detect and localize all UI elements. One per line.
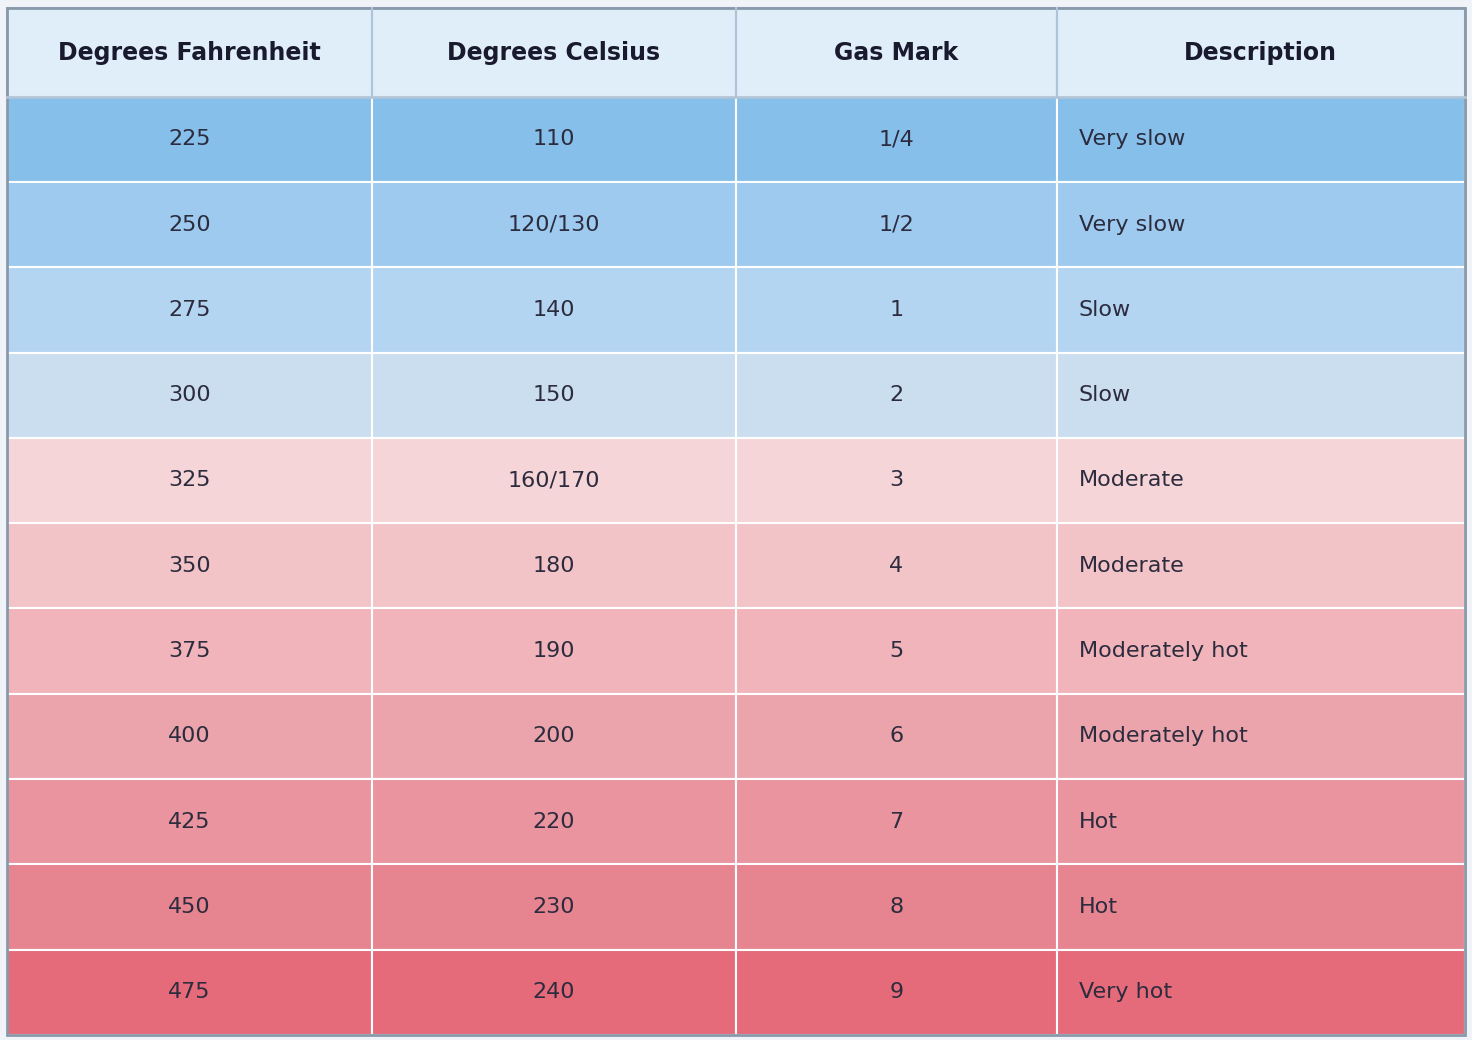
- Bar: [7, 864, 371, 950]
- Text: 1/2: 1/2: [879, 214, 914, 235]
- Bar: [736, 182, 1057, 267]
- Text: 200: 200: [533, 726, 576, 747]
- Text: 325: 325: [168, 470, 210, 491]
- Text: Degrees Celsius: Degrees Celsius: [447, 41, 661, 64]
- Text: 475: 475: [168, 982, 210, 1003]
- Bar: [371, 523, 736, 608]
- Text: 3: 3: [889, 470, 904, 491]
- Bar: [371, 608, 736, 694]
- Bar: [736, 694, 1057, 779]
- Bar: [1057, 353, 1465, 438]
- Bar: [1057, 267, 1465, 353]
- Text: Description: Description: [1183, 41, 1337, 64]
- Bar: [1057, 438, 1465, 523]
- Bar: [736, 779, 1057, 864]
- Bar: [736, 864, 1057, 950]
- Text: Moderately hot: Moderately hot: [1079, 641, 1247, 661]
- Text: Moderate: Moderate: [1079, 555, 1185, 576]
- Bar: [736, 97, 1057, 182]
- Text: 5: 5: [889, 641, 904, 661]
- Text: 250: 250: [168, 214, 210, 235]
- Text: 275: 275: [168, 300, 210, 320]
- Text: 350: 350: [168, 555, 210, 576]
- Text: 2: 2: [889, 385, 904, 406]
- Text: 110: 110: [533, 129, 576, 150]
- Text: 225: 225: [168, 129, 210, 150]
- Text: Degrees Fahrenheit: Degrees Fahrenheit: [59, 41, 321, 64]
- Text: 375: 375: [168, 641, 210, 661]
- Bar: [1057, 694, 1465, 779]
- Bar: [7, 97, 371, 182]
- Bar: [371, 8, 736, 97]
- Bar: [736, 8, 1057, 97]
- Bar: [7, 694, 371, 779]
- Text: Moderate: Moderate: [1079, 470, 1185, 491]
- Text: 4: 4: [889, 555, 904, 576]
- Bar: [7, 267, 371, 353]
- Bar: [371, 438, 736, 523]
- Bar: [7, 779, 371, 864]
- Bar: [1057, 523, 1465, 608]
- Bar: [7, 950, 371, 1035]
- Bar: [371, 864, 736, 950]
- Text: 190: 190: [533, 641, 576, 661]
- Bar: [736, 523, 1057, 608]
- Text: Gas Mark: Gas Mark: [835, 41, 958, 64]
- Bar: [1057, 608, 1465, 694]
- Bar: [7, 438, 371, 523]
- Bar: [371, 182, 736, 267]
- Bar: [371, 97, 736, 182]
- Text: Hot: Hot: [1079, 811, 1117, 832]
- Text: 120/130: 120/130: [508, 214, 601, 235]
- Text: Moderately hot: Moderately hot: [1079, 726, 1247, 747]
- Bar: [7, 523, 371, 608]
- Text: 425: 425: [168, 811, 210, 832]
- Text: 150: 150: [533, 385, 576, 406]
- Text: Very slow: Very slow: [1079, 214, 1185, 235]
- Bar: [1057, 8, 1465, 97]
- Bar: [7, 608, 371, 694]
- Text: 300: 300: [168, 385, 210, 406]
- Text: Slow: Slow: [1079, 300, 1130, 320]
- Bar: [371, 353, 736, 438]
- Text: 6: 6: [889, 726, 904, 747]
- Bar: [7, 182, 371, 267]
- Bar: [1057, 182, 1465, 267]
- Text: 240: 240: [533, 982, 576, 1003]
- Text: 220: 220: [533, 811, 576, 832]
- Text: 1/4: 1/4: [879, 129, 914, 150]
- Bar: [736, 608, 1057, 694]
- Text: 450: 450: [168, 896, 210, 917]
- Text: 7: 7: [889, 811, 904, 832]
- Bar: [736, 438, 1057, 523]
- Text: 1: 1: [889, 300, 904, 320]
- Text: 140: 140: [533, 300, 576, 320]
- Text: Hot: Hot: [1079, 896, 1117, 917]
- Bar: [7, 8, 371, 97]
- Text: 180: 180: [533, 555, 576, 576]
- Bar: [1057, 779, 1465, 864]
- Bar: [371, 694, 736, 779]
- Text: Very hot: Very hot: [1079, 982, 1172, 1003]
- Bar: [371, 779, 736, 864]
- Bar: [736, 950, 1057, 1035]
- Bar: [371, 267, 736, 353]
- Text: 230: 230: [533, 896, 576, 917]
- Bar: [1057, 864, 1465, 950]
- Bar: [1057, 950, 1465, 1035]
- Text: 160/170: 160/170: [508, 470, 601, 491]
- Text: Slow: Slow: [1079, 385, 1130, 406]
- Bar: [736, 353, 1057, 438]
- Bar: [371, 950, 736, 1035]
- Text: 400: 400: [168, 726, 210, 747]
- Bar: [736, 267, 1057, 353]
- Text: 8: 8: [889, 896, 904, 917]
- Text: 9: 9: [889, 982, 904, 1003]
- Bar: [1057, 97, 1465, 182]
- Bar: [7, 353, 371, 438]
- Text: Very slow: Very slow: [1079, 129, 1185, 150]
